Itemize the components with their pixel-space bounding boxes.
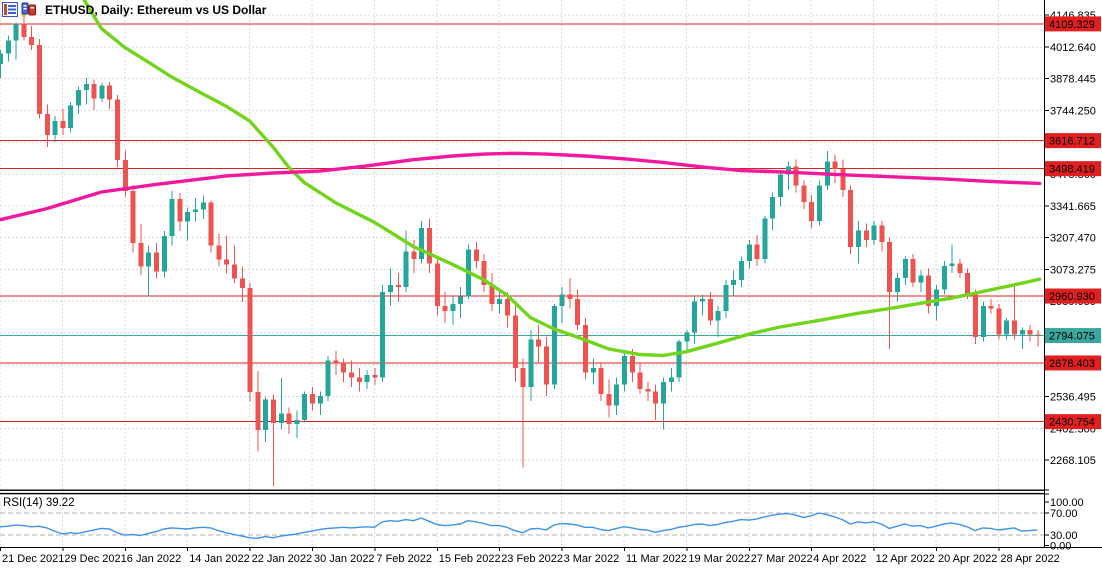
- svg-text:3878.445: 3878.445: [1050, 74, 1096, 86]
- svg-text:2268.105: 2268.105: [1050, 455, 1096, 467]
- chart-title-overlay: ETHUSD, Daily: Ethereum vs US Dollar: [2, 2, 266, 18]
- svg-text:3616.712: 3616.712: [1049, 136, 1095, 148]
- time-axis[interactable]: [0, 547, 1044, 569]
- svg-text:4 Apr 2022: 4 Apr 2022: [813, 553, 866, 565]
- svg-text:20 Apr 2022: 20 Apr 2022: [938, 553, 997, 565]
- svg-text:3073.275: 3073.275: [1050, 264, 1096, 276]
- svg-text:3498.419: 3498.419: [1049, 164, 1095, 176]
- svg-text:12 Apr 2022: 12 Apr 2022: [876, 553, 935, 565]
- svg-text:21 Dec 2021: 21 Dec 2021: [2, 553, 64, 565]
- svg-text:30 Jan 2022: 30 Jan 2022: [314, 553, 375, 565]
- svg-text:100.00: 100.00: [1050, 497, 1084, 509]
- price-axis[interactable]: [1044, 0, 1102, 547]
- svg-text:3207.470: 3207.470: [1050, 233, 1096, 245]
- svg-text:2430.754: 2430.754: [1049, 417, 1095, 429]
- bar-chart-icon[interactable]: [21, 2, 38, 18]
- svg-text:3341.665: 3341.665: [1050, 201, 1096, 213]
- svg-text:4012.640: 4012.640: [1050, 42, 1096, 54]
- svg-text:29 Dec 2021: 29 Dec 2021: [64, 553, 126, 565]
- svg-text:2960.930: 2960.930: [1049, 291, 1095, 303]
- svg-text:3744.250: 3744.250: [1050, 105, 1096, 117]
- svg-text:27 Mar 2022: 27 Mar 2022: [751, 553, 813, 565]
- svg-text:4109.329: 4109.329: [1049, 19, 1095, 31]
- svg-text:23 Feb 2022: 23 Feb 2022: [501, 553, 563, 565]
- svg-text:11 Mar 2022: 11 Mar 2022: [626, 553, 687, 565]
- svg-text:3 Mar 2022: 3 Mar 2022: [564, 553, 620, 565]
- svg-text:0.00: 0.00: [1050, 541, 1071, 553]
- svg-text:14 Jan 2022: 14 Jan 2022: [189, 553, 250, 565]
- rsi-indicator-label: RSI(14) 39.22: [3, 497, 75, 509]
- svg-text:70.00: 70.00: [1050, 508, 1078, 520]
- svg-text:6 Jan 2022: 6 Jan 2022: [127, 553, 181, 565]
- svg-text:2794.075: 2794.075: [1049, 331, 1095, 343]
- svg-text:22 Jan 2022: 22 Jan 2022: [252, 553, 313, 565]
- chart-title: ETHUSD, Daily: Ethereum vs US Dollar: [45, 3, 267, 17]
- svg-text:19 Mar 2022: 19 Mar 2022: [688, 553, 750, 565]
- svg-text:30.00: 30.00: [1050, 530, 1078, 542]
- svg-text:2678.403: 2678.403: [1049, 358, 1095, 370]
- svg-text:15 Feb 2022: 15 Feb 2022: [439, 553, 501, 565]
- svg-text:2536.495: 2536.495: [1050, 392, 1096, 404]
- svg-text:7 Feb 2022: 7 Feb 2022: [376, 553, 432, 565]
- svg-text:28 Apr 2022: 28 Apr 2022: [1000, 553, 1059, 565]
- chart-list-icon[interactable]: [2, 2, 19, 18]
